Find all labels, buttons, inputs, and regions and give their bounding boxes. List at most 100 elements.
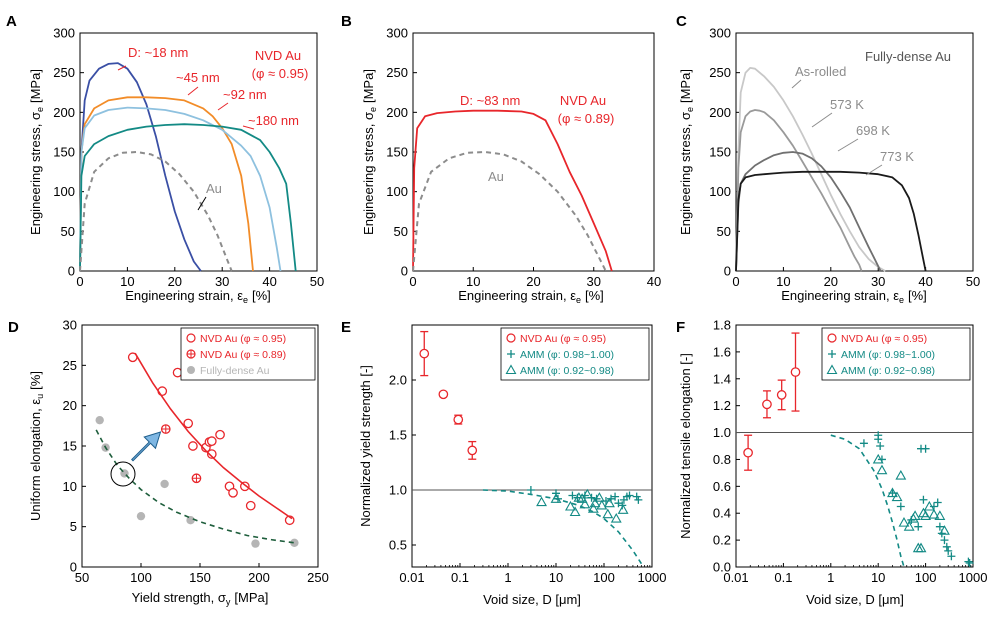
series-layer [412, 109, 613, 272]
x-axis-label: Engineering strain, εe [%] [125, 288, 271, 305]
data-point [188, 441, 198, 451]
x-ticks: 0 10 20 30 40 [409, 267, 661, 289]
series-layer [735, 67, 927, 272]
header-label: Fully-dense Au [865, 49, 951, 64]
x-ticks: 0 10 20 30 40 50 [732, 267, 980, 289]
y-tick-label: 30 [63, 318, 77, 333]
legend-marker [827, 333, 837, 343]
data-point [467, 445, 478, 456]
y-tick-label: 200 [709, 105, 731, 120]
data-point [743, 447, 753, 458]
x-tick-label: 0.01 [399, 570, 424, 585]
y-tick-label: 0 [70, 560, 77, 575]
legend-label: NVD Au (φ ≈ 0.95) [200, 333, 286, 345]
x-ticks: 0 10 20 30 40 50 [76, 267, 324, 289]
data-point [419, 348, 430, 359]
panel-letter-b: B [341, 13, 352, 30]
data-point-cross [192, 474, 201, 483]
data-point [790, 367, 801, 377]
x-tick-label: 0 [76, 274, 83, 289]
x-tick-label: 200 [248, 570, 270, 585]
series-line [79, 151, 233, 272]
data-point [604, 497, 615, 508]
x-tick-label: 1 [504, 570, 511, 585]
x-tick-label: 50 [75, 570, 89, 585]
y-ticks: 0 50 100 150 200 250 300 [386, 26, 417, 279]
series-line [735, 67, 886, 272]
series-line [79, 96, 254, 272]
header-label: NVD Au [560, 93, 606, 108]
series-layer [412, 330, 652, 565]
data-point [933, 498, 942, 507]
data-point [581, 488, 593, 499]
data-point [872, 453, 884, 464]
x-tick-label: 1000 [638, 570, 667, 585]
data-point [565, 500, 576, 511]
legend: NVD Au (φ ≈ 0.95) AMM (φ: 0.98~1.00) AMM (… [500, 327, 650, 381]
legend-label: AMM (φ: 0.92~0.98) [841, 365, 935, 377]
y-tick-label: 200 [386, 105, 408, 120]
panel-letter-f: F [676, 319, 685, 336]
x-tick-label: 1 [827, 570, 834, 585]
y-tick-label: 50 [61, 224, 75, 239]
x-tick-label: 0 [409, 274, 416, 289]
series-line [735, 109, 863, 272]
y-tick-label: 200 [53, 105, 75, 120]
data-point [903, 521, 915, 531]
y-tick-label: 1.6 [713, 344, 731, 359]
label-au: Au [206, 181, 222, 196]
y-tick-label: 150 [53, 145, 75, 160]
x-tick-label: 100 [593, 570, 615, 585]
leader-698k [837, 138, 859, 152]
y-ticks: 0 50 100 150 200 250 300 [53, 26, 84, 279]
data-point [917, 507, 929, 518]
panel-letter-d: D [8, 319, 19, 336]
legend-label: Fully-dense Au [200, 365, 270, 377]
y-tick-label: 250 [53, 65, 75, 80]
series-layer [95, 352, 299, 548]
data-point [251, 539, 260, 548]
x-tick-label: 30 [871, 274, 885, 289]
legend: NVD Au (φ ≈ 0.95) AMM (φ: 0.98~1.00) AMM (… [821, 327, 971, 381]
data-point [887, 487, 898, 498]
plot-frame [411, 324, 653, 568]
label-18nm: D: ~18 nm [128, 45, 188, 60]
series-line [79, 106, 282, 272]
leader-au [197, 196, 207, 211]
x-ticks: 0.01 0.1 1 10 100 1000 [723, 563, 987, 585]
x-axis-label: Yield strength, σy [MPa] [132, 590, 269, 607]
legend-label: AMM (φ: 0.98~1.00) [841, 349, 935, 361]
fit-curve [830, 434, 905, 568]
data-point [579, 498, 591, 509]
data-point [526, 486, 535, 494]
label-573k: 573 K [830, 97, 864, 112]
y-tick-label: 1.8 [713, 318, 731, 333]
y-tick-label: 10 [63, 479, 77, 494]
data-point [611, 492, 620, 501]
legend-label: NVD Au (φ ≈ 0.95) [841, 333, 927, 345]
data-point [172, 367, 183, 378]
data-point [157, 386, 168, 396]
data-point [914, 522, 923, 531]
data-point [587, 503, 599, 513]
label-83nm: D: ~83 nm [460, 93, 520, 108]
series-line [412, 109, 613, 272]
y-tick-label: 150 [709, 145, 731, 160]
panel-e: E 0.01 0.1 1 10 100 1000 0.5 1.0 1.5 2.0 NVD Au … [341, 319, 666, 607]
label-180nm: ~180 nm [248, 113, 299, 128]
y-tick-label: 100 [53, 184, 75, 199]
label-773k: 773 K [880, 149, 914, 164]
legend-box [821, 327, 971, 381]
plot-frame [735, 324, 974, 568]
x-tick-label: 0.01 [723, 570, 748, 585]
data-point [593, 492, 605, 502]
x-tick-label: 50 [966, 274, 980, 289]
x-tick-label: 40 [262, 274, 276, 289]
series-layer [79, 62, 297, 272]
x-axis-label: Engineering strain, εe [%] [458, 288, 604, 305]
label-698k: 698 K [856, 123, 890, 138]
x-axis-label: Void size, D [μm] [483, 592, 581, 607]
x-ticks: 0.01 0.1 1 10 100 1000 [399, 563, 666, 585]
data-point [876, 464, 888, 475]
